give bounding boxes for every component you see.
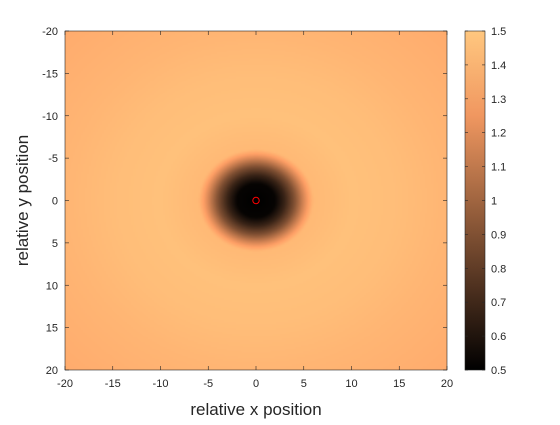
x-axis: -20 -15 -10 -5 0 5 10 15 20 — [57, 31, 453, 390]
x-tick-label: 5 — [301, 378, 307, 390]
heatmap-image — [65, 31, 447, 370]
y-tick-label: -10 — [42, 111, 58, 123]
center-marker — [252, 196, 260, 205]
x-tick-label: 0 — [253, 378, 259, 390]
colorbar-tick-label: 0.7 — [491, 297, 506, 309]
colorbar-tick-label: 0.9 — [491, 229, 506, 241]
y-tick-label: 20 — [46, 365, 58, 377]
y-tick-label: 0 — [52, 196, 58, 208]
colorbar-tick-label: 1 — [491, 196, 497, 208]
x-tick-label: 10 — [345, 378, 357, 390]
y-tick-label: -20 — [42, 26, 58, 38]
y-tick-label: 15 — [46, 323, 58, 335]
colorbar-tick-label: 1.5 — [491, 26, 506, 38]
colorbar-tick-label: 1.1 — [491, 162, 506, 174]
y-axis-label: relative y position — [13, 135, 32, 266]
x-axis-label: relative x position — [190, 400, 321, 419]
heatmap-area — [65, 31, 447, 370]
x-tick-label: 15 — [393, 378, 405, 390]
y-tick-label: 5 — [52, 238, 58, 250]
y-tick-label: -15 — [42, 68, 58, 80]
x-tick-label: -5 — [203, 378, 213, 390]
colorbar-tick-label: 0.5 — [491, 365, 506, 377]
x-tick-label: 20 — [441, 378, 453, 390]
x-tick-label: -10 — [153, 378, 169, 390]
colorbar-tick-label: 1.3 — [491, 94, 506, 106]
x-tick-label: -15 — [105, 378, 121, 390]
colorbar-tick-label: 1.4 — [491, 60, 506, 72]
colorbar-tick-label: 0.8 — [491, 263, 506, 275]
marker-layer — [252, 196, 260, 205]
colorbar-axis: 0.5 0.6 0.7 0.8 0.9 1 1.1 1.2 1.3 1.4 1.5 — [465, 26, 506, 377]
colorbar-tick-label: 1.2 — [491, 128, 506, 140]
x-tick-label: -20 — [57, 378, 73, 390]
y-tick-label: 10 — [46, 280, 58, 292]
y-tick-label: -5 — [48, 153, 58, 165]
y-axis: -20 -15 -10 -5 0 5 10 15 20 — [42, 26, 447, 377]
colorbar-tick-label: 0.6 — [491, 331, 506, 343]
